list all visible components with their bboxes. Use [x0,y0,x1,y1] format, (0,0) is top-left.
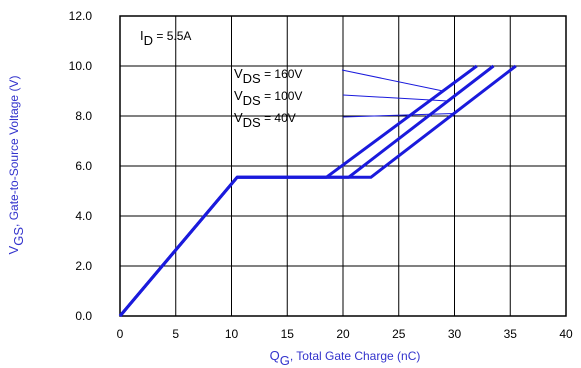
series-line [118,64,478,317]
series-label: VDS = 40V [234,110,296,130]
x-tick-label: 40 [559,327,573,341]
y-axis-label: VGS, Gate-to-Source Voltage (V) [6,76,26,255]
series-label: VDS = 160V [234,66,302,86]
y-tick-label: 4.0 [75,209,92,223]
condition-label: ID = 5.5A [140,28,191,48]
x-tick-label: 5 [172,327,179,341]
y-tick-label: 6.0 [75,159,92,173]
grid-lines [120,16,566,316]
x-tick-label: 30 [448,327,462,341]
x-tick-label: 25 [392,327,406,341]
y-tick-labels: 0.0 2.0 4.0 6.0 8.0 10.0 12.0 [69,9,93,323]
y-tick-label: 8.0 [75,109,92,123]
x-tick-labels: 0 5 10 15 20 25 30 35 40 [117,327,573,341]
x-tick-label: 20 [336,327,350,341]
x-axis-label: QG, Total Gate Charge (nC) [270,348,421,368]
plot-frame [119,15,567,317]
y-tick-label: 0.0 [75,309,92,323]
series-leader-line [342,113,454,118]
y-tick-label: 10.0 [69,59,93,73]
series-line [118,64,517,317]
x-tick-label: 10 [225,327,239,341]
x-tick-label: 15 [281,327,295,341]
series-label: VDS = 100V [234,88,302,108]
y-tick-label: 2.0 [75,259,92,273]
series-layer [118,64,517,317]
x-tick-label: 35 [504,327,518,341]
y-tick-label: 12.0 [69,9,93,23]
series-leader-line [341,69,444,92]
x-tick-label: 0 [117,327,124,341]
series-leader-line [342,94,448,102]
